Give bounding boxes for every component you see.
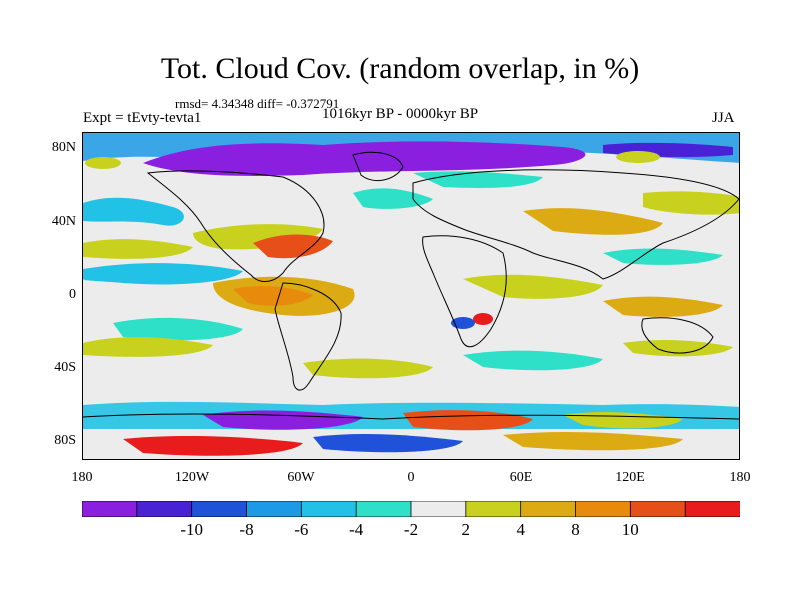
coast-greenland — [352, 151, 404, 182]
field-trop-neg2 — [603, 248, 723, 265]
map-panel — [82, 132, 740, 460]
colorbar-label: -6 — [294, 520, 309, 539]
colorbar — [82, 501, 740, 517]
colorbar-swatch — [520, 501, 577, 517]
colorbar-swatch — [246, 501, 303, 517]
lat-label-40n: 40N — [51, 214, 76, 229]
field-pos-north — [616, 151, 660, 163]
field-asia-pos — [523, 208, 663, 235]
field-arctic-strong-neg — [143, 141, 586, 176]
period-label: 1016kyr BP - 0000kyr BP — [321, 106, 479, 122]
field-asia-pos2 — [643, 191, 739, 215]
colorbar-swatch — [300, 501, 358, 517]
field-sind-neg — [463, 350, 603, 371]
colorbar-swatch — [191, 501, 248, 517]
lon-label-120w: 120W — [174, 470, 210, 485]
coast-north-america — [146, 170, 325, 282]
colorbar-label: -4 — [349, 520, 364, 539]
coast-antarctica — [83, 413, 739, 420]
lat-label-80n: 80N — [51, 140, 76, 155]
field-ant-bottom-pos2 — [503, 432, 683, 451]
field-asia-neg — [413, 171, 543, 188]
colorbar-swatch — [355, 501, 412, 517]
colorbar-swatch — [410, 501, 467, 517]
coast-south-america — [274, 282, 342, 391]
field-s-pos — [83, 337, 213, 357]
colorbar-label: 8 — [571, 520, 580, 539]
plot-title: Tot. Cloud Cov. (random overlap, in %) — [160, 52, 640, 85]
lon-label-0: 0 — [407, 470, 415, 485]
field-africa-pos — [463, 274, 603, 299]
field-satl-pos — [303, 358, 433, 379]
field-trop-strong — [233, 286, 313, 306]
season-label: JJA — [712, 110, 735, 126]
lon-label-180e: 180 — [729, 470, 751, 485]
lon-label-60w: 60W — [287, 470, 315, 485]
colorbar-label: 2 — [461, 520, 471, 539]
colorbar-label: -8 — [239, 520, 254, 539]
field-indo-pos — [603, 296, 723, 317]
colorbar-swatch — [575, 501, 632, 517]
lon-label-120e: 120E — [615, 470, 645, 485]
lon-label-180w: 180 — [71, 470, 93, 485]
colorbar-swatch — [82, 501, 138, 517]
colorbar-label: 4 — [516, 520, 525, 539]
rmsd-diff-stats: rmsd= 4.34348 diff= -0.372791 — [175, 96, 340, 111]
lat-label-40s: 40S — [54, 360, 76, 375]
field-trop-neg — [83, 263, 243, 285]
field-africa-spot — [473, 313, 493, 325]
experiment-label: Expt = tEvty-tevta1 — [83, 110, 202, 126]
colorbar-label: 10 — [621, 520, 639, 539]
coast-australia — [641, 317, 714, 354]
cloud-cover-map — [83, 133, 739, 459]
field-ant-strong-neg — [203, 410, 363, 430]
field-ant-bottom-neg — [313, 434, 463, 453]
colorbar-swatch — [465, 501, 522, 517]
colorbar-swatch — [629, 501, 687, 517]
lat-label-0: 0 — [69, 287, 76, 302]
field-us-strong-pos — [253, 234, 333, 259]
field-npac-neg — [83, 197, 184, 226]
field-pos-north2 — [85, 157, 121, 169]
colorbar-label: -10 — [180, 520, 204, 539]
coast-africa — [422, 235, 507, 348]
field-ant-bottom-pos — [123, 436, 303, 456]
field-pac-pos — [83, 239, 193, 259]
lon-label-60e: 60E — [509, 470, 533, 485]
colorbar-label: -2 — [403, 520, 419, 539]
colorbar-swatch — [136, 501, 193, 517]
colorbar-swatch — [684, 501, 740, 517]
coast-eurasia — [412, 169, 739, 280]
coastlines — [83, 151, 739, 420]
field-africa-neg — [451, 317, 475, 329]
lat-label-80s: 80S — [54, 433, 76, 448]
field-s-pos2 — [623, 340, 733, 357]
field-spac-neg — [113, 317, 243, 341]
